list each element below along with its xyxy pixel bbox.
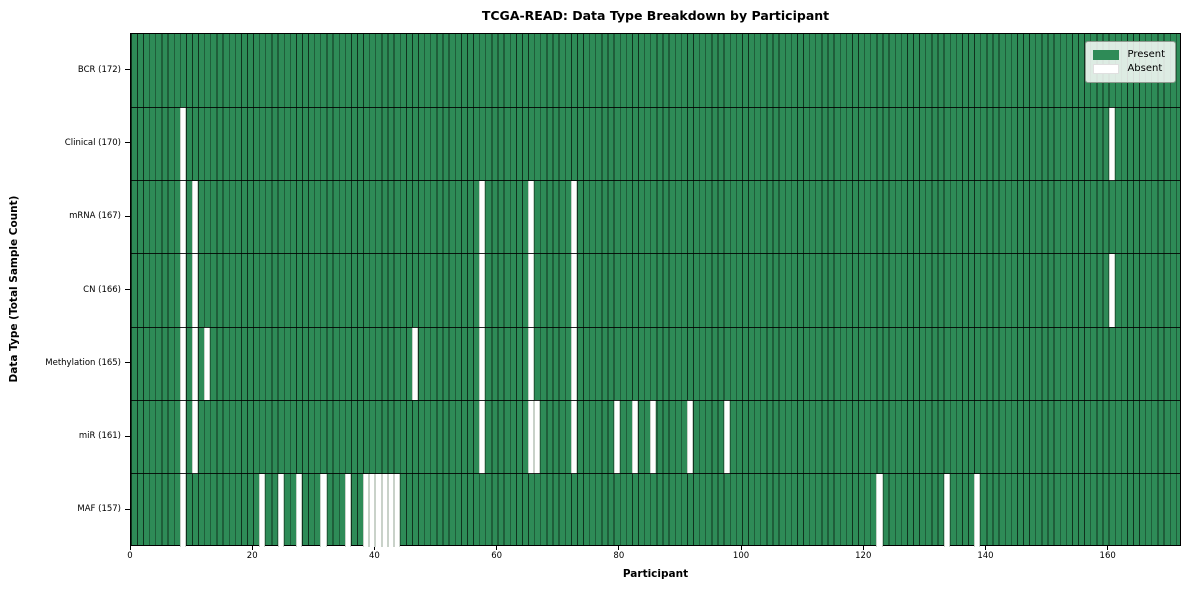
legend-label-absent: Absent: [1127, 63, 1163, 74]
absent-bar-Methylation-8: [179, 327, 186, 401]
absent-bar-MAF-43: [393, 473, 400, 547]
absent-bar-MAF-31: [320, 473, 327, 547]
x-tick-mark: [251, 546, 253, 550]
x-tick-label-100: 100: [732, 551, 750, 561]
y-tick-mark: [125, 289, 130, 290]
x-tick-mark: [740, 546, 742, 550]
y-tick-mark: [125, 362, 130, 364]
x-tick-mark: [496, 546, 498, 550]
x-tick-label-60: 60: [491, 551, 503, 561]
absent-bar-CN-72: [570, 253, 578, 328]
row-separator-line: [131, 106, 1180, 108]
absent-bar-Methylation-10: [192, 327, 199, 401]
absent-bar-MAF-21: [259, 473, 266, 547]
absent-bar-MAF-27: [295, 473, 303, 547]
y-tick-label-Clinical: Clinical (170): [64, 137, 121, 148]
y-tick-label-MAF: MAF (157): [77, 504, 121, 515]
absent-bar-CN-160: [1108, 253, 1115, 328]
absent-swatch-icon: [1093, 64, 1120, 74]
y-tick-label-BCR: BCR (172): [77, 64, 121, 75]
x-tick-mark: [1107, 546, 1109, 550]
y-tick-mark: [125, 142, 130, 144]
x-tick-label-20: 20: [246, 551, 258, 561]
absent-bar-MAF-24: [277, 473, 284, 547]
absent-bar-miR-72: [570, 400, 578, 474]
absent-bar-MAF-39: [369, 473, 376, 547]
row-separator-line: [131, 473, 1180, 475]
y-tick-label-Methylation: Methylation (165): [45, 357, 121, 368]
absent-bar-mRNA-72: [570, 180, 578, 254]
absent-bar-miR-66: [534, 400, 541, 474]
absent-bar-miR-82: [632, 400, 639, 474]
row-separator-line: [131, 180, 1180, 182]
row-separator-line: [131, 399, 1180, 401]
absent-bar-miR-85: [650, 400, 657, 474]
x-tick-label-80: 80: [613, 551, 625, 561]
absent-bar-miR-57: [479, 400, 486, 474]
x-axis-label: Participant: [622, 568, 689, 580]
absent-bar-miR-65: [528, 400, 535, 474]
row-separator-line: [131, 253, 1180, 255]
chart-title: TCGA-READ: Data Type Breakdown by Partic…: [481, 8, 830, 23]
absent-bar-Methylation-72: [570, 327, 578, 401]
absent-bar-MAF-8: [179, 473, 186, 547]
y-tick-label-mRNA: mRNA (167): [69, 211, 121, 222]
y-tick-mark: [125, 435, 130, 437]
x-tick-label-140: 140: [977, 551, 994, 561]
x-tick-label-160: 160: [1099, 551, 1116, 561]
legend-entry-present: Present: [1093, 49, 1165, 61]
y-tick-mark: [125, 69, 130, 71]
y-tick-label-CN: CN (166): [83, 284, 121, 295]
x-tick-label-0: 0: [127, 551, 133, 561]
absent-bar-miR-79: [613, 400, 620, 474]
absent-bar-miR-91: [687, 400, 694, 474]
absent-bar-Methylation-65: [528, 327, 535, 401]
absent-bar-MAF-35: [344, 473, 351, 547]
absent-bar-Methylation-46: [412, 327, 419, 401]
absent-bar-mRNA-10: [192, 180, 199, 254]
absent-bar-Methylation-12: [204, 327, 211, 401]
legend: Present Absent: [1085, 41, 1176, 83]
x-tick-mark: [984, 546, 986, 550]
absent-bar-MAF-38: [363, 473, 370, 547]
absent-bar-mRNA-8: [179, 180, 186, 254]
absent-bar-MAF-40: [375, 473, 382, 547]
y-tick-label-miR: miR (161): [78, 431, 121, 442]
x-tick-mark: [862, 546, 864, 550]
absent-bar-CN-65: [528, 253, 535, 328]
row-separator-line: [131, 326, 1180, 328]
x-tick-mark: [129, 546, 131, 550]
absent-bar-CN-10: [192, 253, 199, 328]
x-tick-mark: [618, 546, 620, 550]
y-tick-mark: [125, 508, 130, 510]
x-tick-label-40: 40: [368, 551, 380, 561]
absent-bar-Methylation-57: [479, 327, 486, 401]
present-swatch-icon: [1093, 50, 1120, 60]
absent-bar-mRNA-65: [528, 180, 535, 254]
absent-bar-CN-8: [179, 253, 186, 328]
absent-bar-Clinical-160: [1108, 107, 1115, 181]
absent-bar-miR-97: [723, 400, 730, 474]
x-tick-label-120: 120: [855, 551, 872, 561]
absent-bar-miR-8: [179, 400, 186, 474]
x-tick-mark: [373, 546, 375, 550]
absent-bar-MAF-122: [876, 473, 883, 547]
plot-area: Present Absent: [130, 33, 1181, 547]
absent-bar-CN-57: [479, 253, 486, 328]
legend-entry-absent: Absent: [1093, 63, 1165, 75]
absent-bar-MAF-133: [943, 473, 950, 547]
absent-bar-MAF-138: [974, 473, 981, 547]
absent-bar-Clinical-8: [179, 107, 186, 181]
absent-bar-MAF-42: [387, 473, 394, 547]
absent-bar-MAF-41: [381, 473, 388, 547]
y-tick-mark: [125, 215, 130, 217]
legend-label-present: Present: [1127, 49, 1165, 60]
absent-bar-mRNA-57: [479, 180, 486, 254]
absent-bar-miR-10: [192, 400, 199, 474]
